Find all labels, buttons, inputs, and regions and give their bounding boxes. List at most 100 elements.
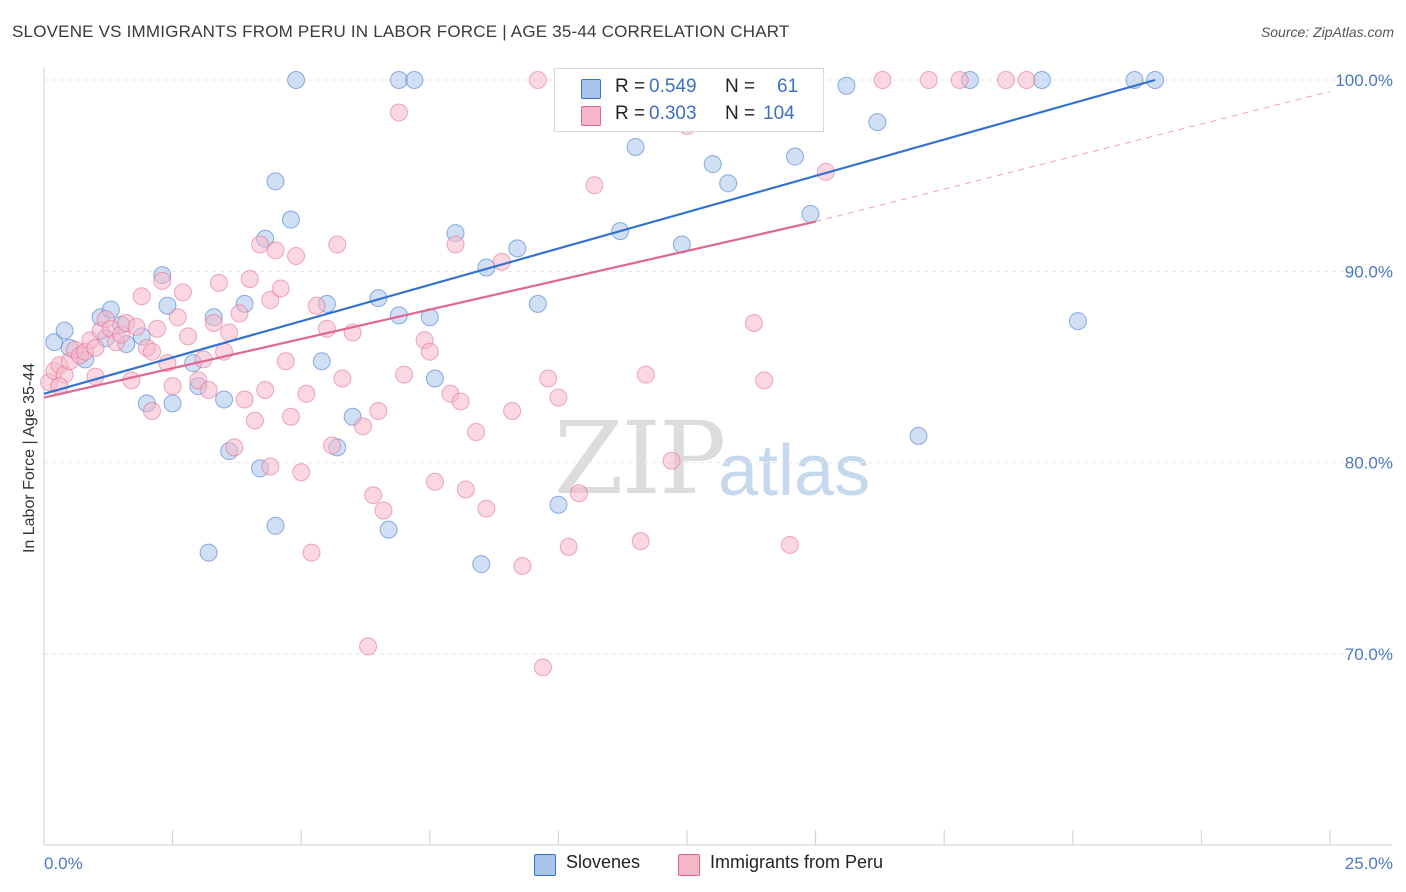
legend-row-peru: R = 0.303 N = 104: [555, 100, 823, 128]
peru-point: [127, 317, 146, 336]
legend-n-label: N =: [725, 103, 756, 124]
peru-point: [395, 365, 414, 384]
peru-point: [173, 283, 192, 302]
legend-r-value: 0.303: [649, 103, 697, 124]
x-tick-label: 0.0%: [44, 854, 83, 873]
slovenes-point: [379, 520, 398, 539]
peru-point: [539, 369, 558, 388]
slovenes-point: [909, 426, 928, 445]
peru-point: [148, 319, 167, 338]
slovenes-point: [508, 239, 527, 258]
slovenes-point: [528, 294, 547, 313]
peru-point: [996, 71, 1015, 89]
peru-point: [636, 365, 655, 384]
peru-point: [251, 235, 270, 254]
peru-point: [353, 417, 372, 436]
peru-point: [307, 296, 326, 315]
slovenes-point: [626, 137, 645, 156]
peru-point: [369, 402, 388, 421]
peru-point: [86, 338, 105, 357]
peru-point: [631, 532, 650, 551]
slovenes-point: [369, 289, 388, 308]
slovenes-point: [703, 155, 722, 174]
peru-point: [276, 352, 295, 371]
peru-point: [549, 388, 568, 407]
peru-point: [359, 637, 378, 656]
y-axis-title: In Labor Force | Age 35-44: [21, 363, 38, 553]
slovenes-point: [1068, 312, 1087, 331]
peru-trend-line: [43, 220, 816, 399]
slovenes-point: [801, 204, 820, 223]
legend-r-value: 0.549: [649, 76, 697, 97]
slovenes-point: [55, 321, 74, 340]
y-tick-label: 90.0%: [1345, 262, 1393, 281]
peru-point: [225, 438, 244, 457]
chart-source: Source: ZipAtlas.com: [1260, 24, 1394, 40]
legend-r-label: R =: [615, 103, 646, 124]
peru-point: [143, 402, 162, 421]
peru-point: [220, 323, 239, 342]
peru-point: [235, 390, 254, 409]
slovenes-point: [1032, 71, 1051, 89]
peru-point: [245, 411, 264, 430]
chart-title: SLOVENE VS IMMIGRANTS FROM PERU IN LABOR…: [12, 22, 790, 41]
peru-point: [755, 371, 774, 390]
peru-point: [281, 407, 300, 426]
slovenes-point: [312, 352, 331, 371]
slovenes-point: [163, 394, 182, 413]
peru-point: [585, 176, 604, 195]
peru-point: [323, 436, 342, 455]
legend-n-label: N =: [725, 76, 756, 97]
slovenes-point: [287, 71, 306, 89]
peru-point: [503, 402, 522, 421]
slovenes-point: [389, 71, 408, 89]
peru-point: [559, 537, 578, 556]
peru-point: [256, 380, 275, 399]
legend-n-value: 61: [777, 76, 799, 97]
slovenes-trend-line: [43, 78, 1156, 395]
peru-point: [477, 499, 496, 518]
peru-point: [662, 451, 681, 470]
slovenes-point: [719, 174, 738, 193]
peru-point: [328, 235, 347, 254]
peru-point: [425, 472, 444, 491]
peru-point: [467, 423, 486, 442]
slovenes-point: [549, 495, 568, 514]
slovenes-point: [281, 210, 300, 229]
bottom-legend-label: Immigrants from Peru: [710, 852, 884, 872]
slovenes-point: [266, 516, 285, 535]
peru-point: [744, 313, 763, 332]
bottom-legend-swatch-slovenes: [534, 854, 556, 876]
slovenes-point: [425, 369, 444, 388]
peru-point: [1017, 71, 1036, 89]
watermark-atlas: atlas: [718, 431, 871, 511]
slovenes-point: [158, 296, 177, 315]
peru-point: [209, 273, 228, 292]
peru-point: [569, 484, 588, 503]
peru-point: [333, 369, 352, 388]
peru-point: [456, 480, 475, 499]
correlation-legend: R = 0.549 N = 61 R = 0.303 N = 104: [554, 68, 824, 132]
peru-point: [266, 241, 285, 260]
peru-point: [528, 71, 547, 89]
peru-point: [513, 556, 532, 575]
peru-point: [179, 327, 198, 346]
slovenes-point: [472, 555, 491, 574]
peru-point: [122, 371, 141, 390]
slovenes-point: [215, 390, 234, 409]
slovenes-point: [405, 71, 424, 89]
legend-r-label: R =: [615, 76, 646, 97]
legend-swatch-peru: [581, 106, 601, 126]
peru-point: [240, 269, 259, 288]
legend-n-value: 104: [763, 103, 795, 124]
peru-point: [261, 457, 280, 476]
peru-point: [446, 235, 465, 254]
y-tick-label: 80.0%: [1345, 454, 1393, 473]
peru-point: [132, 287, 151, 306]
peru-point: [950, 71, 969, 89]
y-tick-label: 100.0%: [1335, 71, 1393, 90]
slovenes-point: [837, 76, 856, 95]
peru-trend-extension: [815, 90, 1331, 223]
peru-point: [451, 392, 470, 411]
